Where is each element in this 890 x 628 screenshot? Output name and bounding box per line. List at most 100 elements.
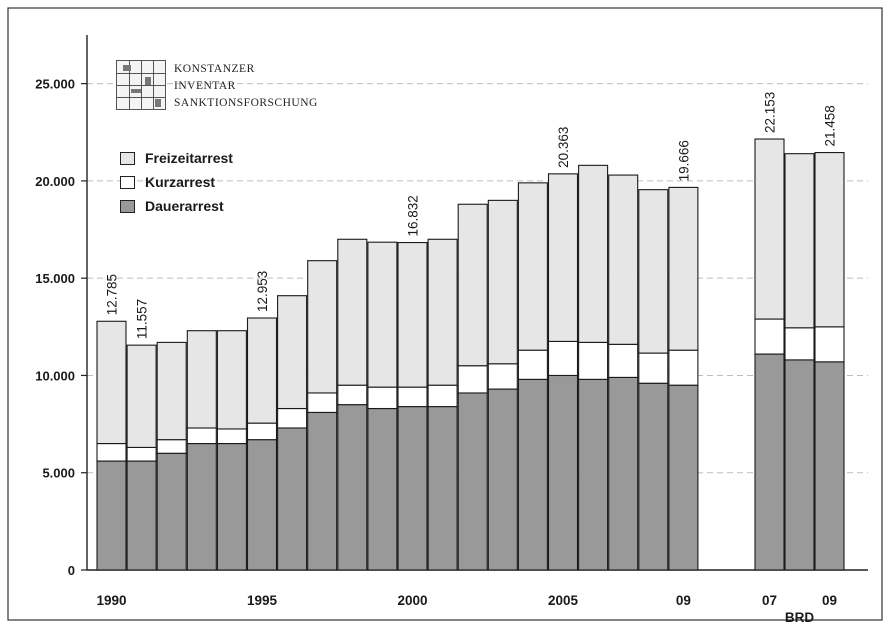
legend-item-kurzarrest: Kurzarrest	[120, 170, 233, 194]
bar-segment-dauerarrest	[277, 427, 308, 571]
bar-segment-kurzarrest	[427, 384, 458, 408]
logo-line-2: INVENTAR	[174, 80, 236, 92]
bar-segment-kurzarrest	[186, 427, 217, 445]
x-tick-label: 09	[676, 593, 691, 608]
bar-segment-kurzarrest	[96, 442, 127, 462]
y-tick-label: 15.000	[35, 271, 75, 286]
x-tick-label: 2005	[548, 593, 579, 608]
bar-segment-freizeitarrest	[457, 203, 488, 367]
bar-segment-kurzarrest	[814, 326, 845, 363]
y-tick-label: 10.000	[35, 368, 75, 383]
legend-swatch-kurzarrest	[120, 175, 135, 189]
bar-segment-freizeitarrest	[638, 189, 669, 354]
bar-segment-kurzarrest	[784, 327, 815, 361]
bar-segment-kurzarrest	[487, 363, 518, 390]
legend: Freizeitarrest Kurzarrest Dauerarrest	[120, 146, 233, 218]
total-data-label: 21.458	[823, 105, 838, 146]
chart-border	[7, 7, 883, 621]
bar-segment-dauerarrest	[668, 384, 699, 571]
legend-swatch-dauerarrest	[120, 199, 135, 213]
total-data-label: 12.785	[105, 274, 120, 315]
bar-segment-dauerarrest	[367, 407, 398, 571]
bar-segment-kurzarrest	[307, 392, 338, 413]
bar-segment-kurzarrest	[547, 340, 579, 377]
logo-grid-icon	[116, 60, 166, 110]
legend-label: Kurzarrest	[145, 174, 216, 190]
bar-segment-dauerarrest	[487, 388, 518, 571]
bar-segment-freizeitarrest	[784, 153, 815, 329]
bar-segment-kurzarrest	[578, 341, 609, 380]
legend-swatch-freizeitarrest	[120, 151, 135, 165]
bar-segment-freizeitarrest	[216, 330, 247, 430]
bar-segment-kurzarrest	[668, 349, 699, 386]
y-tick-label: 0	[68, 563, 75, 578]
y-tick-label: 20.000	[35, 174, 75, 189]
bar-segment-freizeitarrest	[517, 182, 548, 351]
y-tick-label: 5.000	[42, 466, 75, 481]
legend-item-dauerarrest: Dauerarrest	[120, 194, 233, 218]
x-tick-label: 09	[822, 593, 837, 608]
total-data-label: 19.666	[676, 140, 691, 181]
bar-segment-kurzarrest	[457, 365, 488, 394]
bar-segment-dauerarrest	[186, 442, 217, 571]
bar-segment-dauerarrest	[638, 382, 669, 571]
bar-segment-dauerarrest	[784, 359, 815, 571]
bar-segment-dauerarrest	[337, 404, 368, 571]
bar-segment-freizeitarrest	[397, 241, 428, 388]
x-tick-label: 07	[762, 593, 777, 608]
bar-segment-kurzarrest	[216, 428, 247, 445]
legend-label: Freizeitarrest	[145, 150, 233, 166]
logo: KONSTANZER INVENTAR SANKTIONSFORSCHUNG	[116, 60, 318, 122]
total-data-label: 16.832	[406, 195, 421, 236]
bar-segment-dauerarrest	[96, 460, 127, 571]
bar-segment-kurzarrest	[754, 318, 785, 355]
bar-segment-freizeitarrest	[608, 174, 639, 345]
bar-segment-kurzarrest	[277, 407, 308, 429]
bar-segment-freizeitarrest	[156, 341, 187, 441]
x-tick-label: 2000	[397, 593, 427, 608]
bar-segment-kurzarrest	[517, 349, 548, 380]
legend-item-freizeitarrest: Freizeitarrest	[120, 146, 233, 170]
bar-segment-freizeitarrest	[814, 151, 845, 328]
bar-segment-dauerarrest	[427, 406, 458, 571]
x-tick-label: 1990	[96, 593, 126, 608]
total-data-label: 12.953	[255, 271, 270, 312]
bar-segment-dauerarrest	[397, 406, 428, 571]
bar-segment-freizeitarrest	[307, 260, 338, 394]
bar-segment-dauerarrest	[216, 442, 247, 571]
bar-segment-freizeitarrest	[246, 317, 278, 424]
bar-segment-freizeitarrest	[367, 241, 398, 388]
bar-segment-dauerarrest	[608, 376, 639, 571]
x-tick-label: 1995	[247, 593, 278, 608]
logo-text: KONSTANZER INVENTAR SANKTIONSFORSCHUNG	[174, 61, 318, 112]
bar-segment-dauerarrest	[547, 374, 579, 571]
bar-segment-freizeitarrest	[487, 199, 518, 365]
bar-segment-freizeitarrest	[186, 330, 217, 429]
bar-segment-dauerarrest	[307, 411, 338, 571]
bar-segment-freizeitarrest	[337, 238, 368, 386]
bar-segment-dauerarrest	[517, 378, 548, 571]
bar-segment-kurzarrest	[337, 384, 368, 406]
bar-segment-kurzarrest	[367, 386, 398, 410]
bar-segment-dauerarrest	[578, 378, 609, 571]
bar-segment-freizeitarrest	[427, 238, 458, 386]
bar-segment-kurzarrest	[397, 386, 428, 408]
bar-segment-dauerarrest	[126, 460, 157, 571]
bar-segment-kurzarrest	[246, 422, 278, 441]
bar-segment-freizeitarrest	[668, 186, 699, 351]
total-data-label: 20.363	[556, 127, 571, 168]
bar-segment-freizeitarrest	[547, 173, 579, 342]
bar-segment-dauerarrest	[457, 392, 488, 571]
bar-segment-freizeitarrest	[126, 344, 157, 448]
logo-line-3: SANKTIONSFORSCHUNG	[174, 97, 318, 109]
bar-segment-freizeitarrest	[96, 320, 127, 445]
legend-label: Dauerarrest	[145, 198, 224, 214]
total-data-label: 11.557	[135, 299, 150, 339]
bar-segment-freizeitarrest	[277, 295, 308, 410]
bar-segment-dauerarrest	[814, 361, 845, 571]
bar-segment-kurzarrest	[638, 352, 669, 384]
bar-segment-kurzarrest	[126, 446, 157, 462]
bar-segment-freizeitarrest	[578, 164, 609, 343]
